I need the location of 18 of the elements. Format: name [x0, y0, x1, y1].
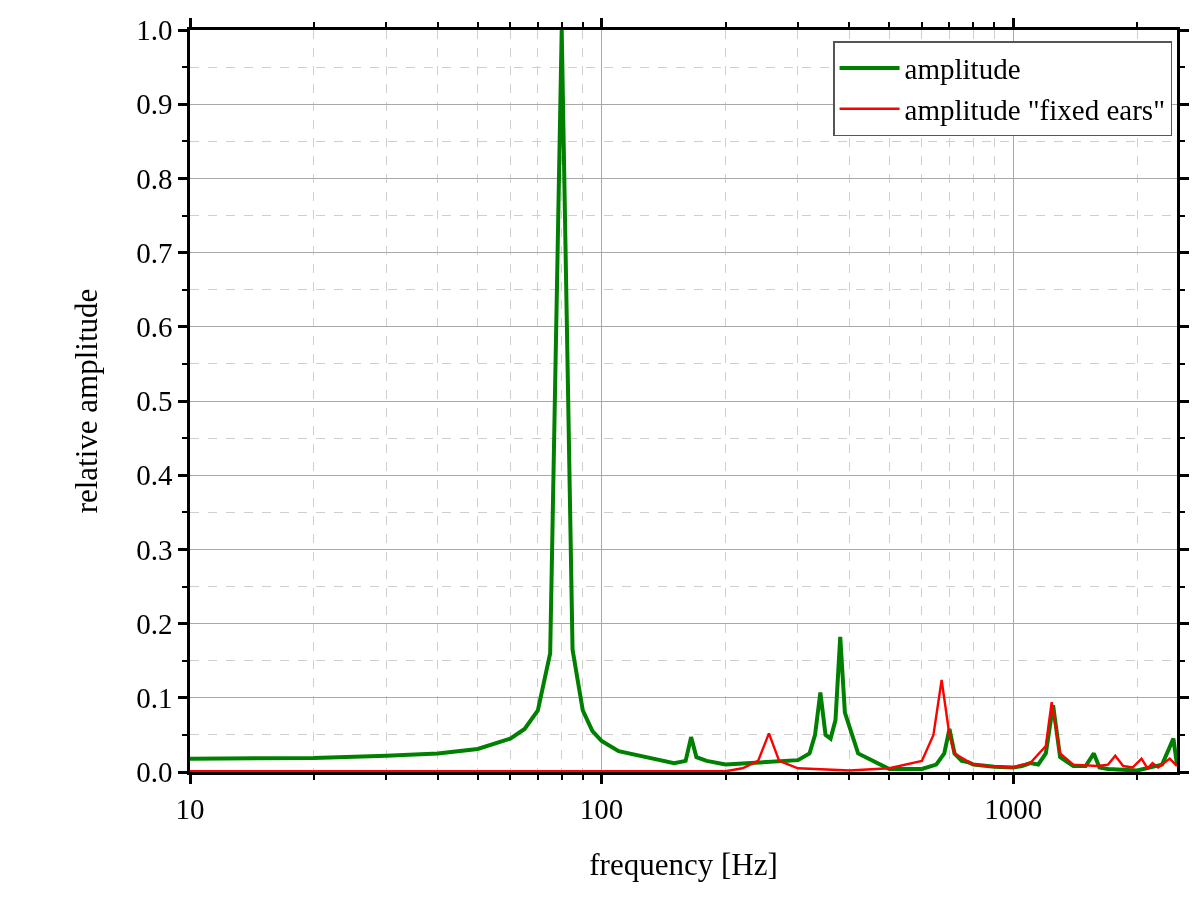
y-tick-label: 0.1	[136, 681, 173, 714]
legend-label: amplitude "fixed ears"	[904, 93, 1165, 126]
y-tick-label: 0.2	[136, 607, 173, 640]
y-tick-label: 0.8	[136, 162, 173, 195]
x-tick-label: 100	[579, 792, 624, 825]
y-tick-label: 1.0	[136, 14, 173, 47]
y-axis-title: relative amplitude	[68, 288, 104, 514]
x-tick-label: 10	[175, 792, 205, 825]
y-tick-label: 0.5	[136, 385, 173, 418]
x-axis-title: frequency [Hz]	[589, 846, 778, 882]
legend-label: amplitude	[904, 53, 1021, 86]
y-tick-label: 0.0	[136, 756, 173, 789]
y-tick-label: 0.3	[136, 533, 173, 566]
y-tick-label: 0.4	[136, 459, 173, 492]
y-tick-label: 0.7	[136, 236, 173, 269]
y-tick-label: 0.9	[136, 88, 173, 121]
y-tick-label: 0.6	[136, 310, 173, 343]
x-tick-label: 1000	[984, 792, 1043, 825]
